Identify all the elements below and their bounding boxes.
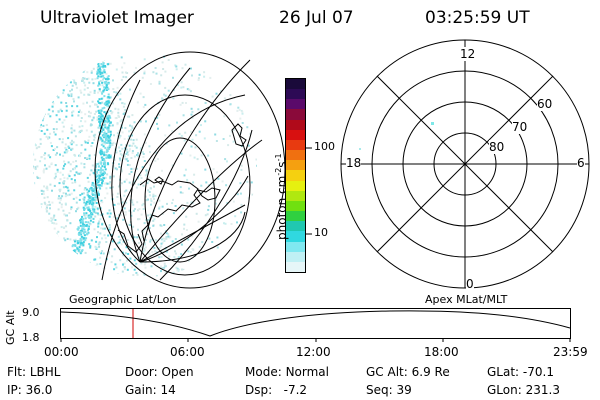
lat-label-60: 60 <box>537 97 553 111</box>
lat-label-80: 80 <box>489 140 505 154</box>
colorbar-ticks <box>306 147 312 235</box>
colorbar-segment <box>286 119 305 130</box>
timeline-ymin: 1.8 <box>22 331 40 344</box>
mode-info: Mode: Normal <box>245 365 329 379</box>
gain-info: Gain: 14 <box>125 383 176 397</box>
dsp-info: Dsp: -7.2 <box>245 383 308 397</box>
coastlines <box>117 123 247 253</box>
lat-label-70: 70 <box>512 120 528 134</box>
colorbar-segment <box>286 211 305 222</box>
mlt-label-6: 6 <box>577 156 585 170</box>
colorbar-segment <box>286 79 305 90</box>
colorbar-segment <box>286 221 305 232</box>
xtick-1800: 18:00 <box>424 345 459 359</box>
xtick-0600: 06:00 <box>170 345 205 359</box>
timeline-plot <box>60 308 571 342</box>
xtick-0000: 00:00 <box>44 345 79 359</box>
colorbar-segment <box>286 261 305 272</box>
door-info: Door: Open <box>125 365 194 379</box>
seq-info: Seq: 39 <box>366 383 412 397</box>
ip-info: IP: 36.0 <box>7 383 53 397</box>
colorbar-segment <box>286 89 305 100</box>
gcalt-info: GC Alt: 6.9 Re <box>366 365 450 379</box>
colorbar-segment <box>286 150 305 161</box>
colorbar-segment <box>286 129 305 140</box>
colorbar-segment <box>286 180 305 191</box>
colorbar-tick-100: 100 <box>314 140 335 153</box>
polar-plot <box>340 39 590 289</box>
apex-label: Apex MLat/MLT <box>425 293 508 306</box>
filter-info: Flt: LBHL <box>7 365 61 379</box>
colorbar-segment <box>286 200 305 212</box>
geographic-grid <box>94 51 286 289</box>
colorbar-segment <box>286 231 305 242</box>
glat-info: GLat: -70.1 <box>487 365 554 379</box>
app-title: Ultraviolet Imager <box>40 8 194 28</box>
colorbar-tick-10: 10 <box>314 226 328 239</box>
colorbar-unit-label: photon cm-2s-1 <box>274 153 289 240</box>
colorbar-segment <box>286 190 305 201</box>
colorbar <box>285 78 306 273</box>
glon-info: GLon: 231.3 <box>487 383 560 397</box>
mlt-label-0: 0 <box>466 277 474 291</box>
colorbar-segment <box>286 99 305 110</box>
mlt-label-12: 12 <box>460 47 476 61</box>
time-label: 03:25:59 UT <box>425 8 530 28</box>
colorbar-segment <box>286 251 305 262</box>
xtick-2359: 23:59 <box>553 345 588 359</box>
colorbar-segment <box>286 160 305 171</box>
mlt-label-18: 18 <box>346 156 362 170</box>
colorbar-segment <box>286 241 305 252</box>
date-label: 26 Jul 07 <box>279 8 354 28</box>
colorbar-segment <box>286 170 305 181</box>
colorbar-segment <box>286 139 305 151</box>
geographic-image <box>33 51 286 289</box>
geographic-label: Geographic Lat/Lon <box>69 293 177 306</box>
timeline-ymax: 9.0 <box>22 306 40 319</box>
colorbar-segment <box>286 109 305 120</box>
xtick-1200: 12:00 <box>296 345 331 359</box>
timeline-axis-title: GC Alt <box>4 310 17 345</box>
